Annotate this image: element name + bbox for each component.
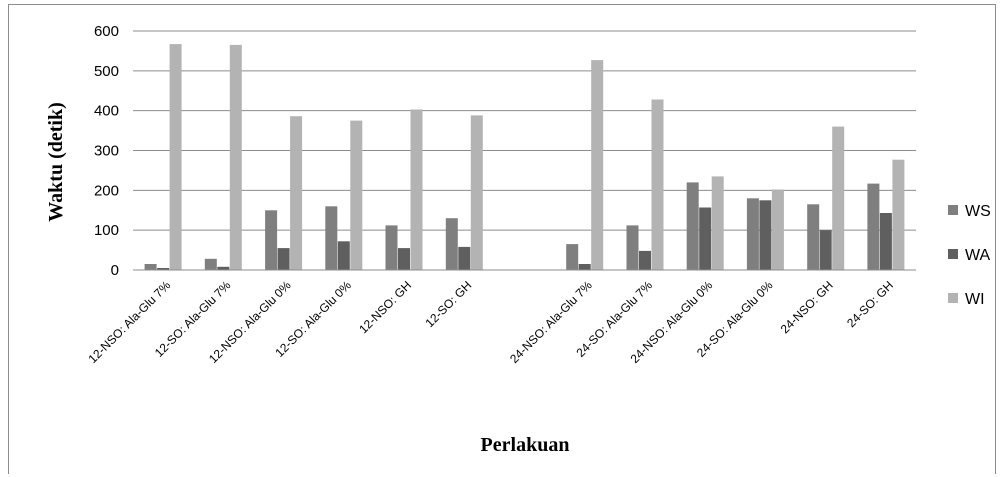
bar-wi	[711, 176, 724, 270]
bar-wa	[157, 268, 170, 270]
y-tick-labels: 0 100 200 300 400 500 600	[94, 23, 119, 279]
legend-swatch-ws	[948, 205, 958, 215]
bar-ws	[686, 182, 699, 270]
bar-ws	[746, 198, 759, 270]
bars	[144, 44, 905, 271]
bar-wi	[470, 115, 483, 271]
bar-ws	[265, 210, 278, 271]
bar-wa	[217, 266, 230, 270]
legend-label-wa: WA	[965, 247, 991, 264]
bar-ws	[807, 204, 820, 270]
bar-wi	[229, 44, 242, 271]
bar-ws	[385, 225, 398, 270]
bar-ws	[325, 206, 338, 270]
x-axis-title: Perlakuan	[481, 434, 570, 456]
y-axis-title: Waktu (detik)	[45, 102, 67, 221]
bar-ws	[204, 258, 217, 270]
bar-wi	[169, 44, 182, 270]
legend-label-ws: WS	[965, 203, 991, 220]
bar-ws	[867, 183, 880, 270]
x-tick-label: 24-NSO: GH	[778, 278, 836, 336]
legend-label-wi: WI	[965, 291, 985, 308]
y-tick-label: 300	[94, 143, 119, 160]
bar-ws	[566, 244, 579, 270]
bar-wa	[277, 248, 290, 270]
bar-wa	[639, 250, 651, 270]
x-tick-label: 24-SO: GH	[844, 278, 896, 330]
y-tick-label: 400	[94, 103, 119, 120]
bar-wa	[398, 248, 410, 270]
bar-wa	[759, 200, 772, 270]
bar-wi	[771, 189, 784, 270]
x-tick-label: 12-SO: GH	[423, 278, 475, 330]
bar-wa	[819, 230, 832, 270]
bar-wa	[578, 264, 591, 270]
legend-swatch-wa	[948, 249, 958, 259]
legend: WS WA WI	[948, 203, 991, 308]
bar-ws	[445, 218, 458, 270]
gridlines	[133, 30, 916, 231]
bar-ws	[144, 264, 157, 270]
chart-frame	[8, 4, 996, 474]
bar-wa	[699, 207, 712, 270]
bar-ws	[626, 225, 639, 270]
legend-swatch-wi	[948, 293, 958, 303]
y-tick-label: 0	[111, 262, 119, 279]
y-tick-label: 100	[94, 222, 119, 239]
bar-wi	[591, 60, 604, 270]
x-tick-label: 12-NSO: GH	[356, 278, 414, 336]
y-tick-label: 500	[94, 63, 119, 80]
bar-wi	[350, 120, 363, 270]
bar-wa	[879, 213, 892, 270]
bar-wi	[651, 99, 664, 270]
bar-wi	[290, 116, 303, 270]
y-tick-label: 600	[94, 23, 119, 40]
bar-wi	[832, 126, 845, 270]
y-tick-label: 200	[94, 182, 119, 199]
bar-wa	[458, 246, 471, 270]
bar-wi	[410, 109, 423, 270]
bar-wi	[892, 159, 905, 270]
bar-wa	[337, 241, 350, 270]
x-tick-labels: 12-NSO: Ala-Glu 7%12-SO: Ala-Glu 7%12-NS…	[86, 278, 896, 366]
